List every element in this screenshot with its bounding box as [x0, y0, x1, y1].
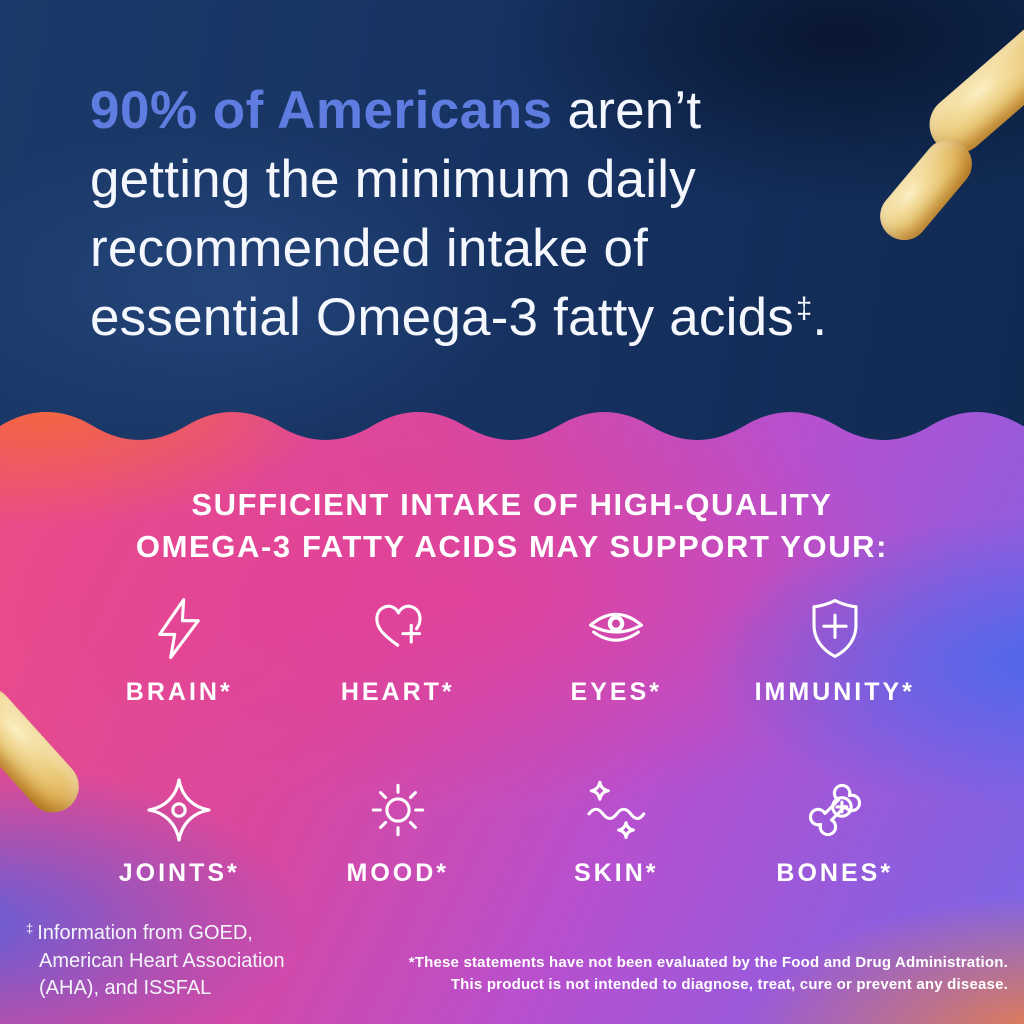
disclaimer-line-1: *These statements have not been evaluate… — [408, 954, 1008, 971]
footnote-line-2: American Heart Association — [39, 950, 285, 972]
benefit-label: BONES* — [776, 859, 894, 887]
disclaimer-line-2: This product is not intended to diagnose… — [450, 976, 1008, 993]
heart-plus-icon — [361, 590, 435, 668]
benefit-label: IMMUNITY* — [754, 678, 915, 706]
headline-line-4-period: . — [812, 288, 828, 347]
headline-accent: 90% of Americans — [90, 81, 553, 140]
shield-plus-icon — [798, 590, 872, 668]
benefit-item-immunity: IMMUNITY* — [726, 590, 945, 707]
double-dagger-footnote-mark: ‡ — [795, 293, 813, 325]
eye-icon — [574, 590, 658, 668]
headline-line-1-rest: aren’t — [552, 81, 702, 140]
benefit-label: EYES* — [570, 678, 662, 706]
footnote: ‡ Information from GOED, American Heart A… — [26, 920, 285, 1002]
benefit-label: SKIN* — [574, 859, 659, 887]
benefit-item-bones: BONES* — [726, 771, 945, 888]
fda-disclaimer: *These statements have not been evaluate… — [409, 952, 1008, 996]
heading-line-1: SUFFICIENT INTAKE OF HIGH-QUALITY — [191, 487, 833, 522]
benefit-label: JOINTS* — [118, 859, 240, 887]
hero-section: 90% of Americans aren’t getting the mini… — [0, 0, 1024, 460]
benefit-label: MOOD* — [346, 859, 449, 887]
benefit-grid: BRAIN* HEART* — [70, 590, 944, 888]
section-heading: SUFFICIENT INTAKE OF HIGH-QUALITY OMEGA-… — [0, 484, 1024, 568]
headline-line-4: essential Omega-3 fatty acids‡. — [90, 283, 827, 361]
headline-line-4-text: essential Omega-3 fatty acids — [90, 288, 794, 347]
benefit-item-eyes: EYES* — [507, 590, 726, 707]
headline: 90% of Americans aren’t getting the mini… — [90, 76, 827, 361]
double-dagger-footnote-mark: ‡ — [26, 921, 34, 936]
benefit-label: BRAIN* — [125, 678, 233, 706]
wave-sparkle-icon — [579, 771, 653, 849]
headline-line-2: getting the minimum daily — [90, 150, 696, 209]
headline-line-1: 90% of Americans aren’t — [90, 76, 827, 145]
footnote-line-1: ‡ Information from GOED, — [26, 920, 285, 948]
bone-plus-icon — [798, 771, 872, 849]
sparkle-star-icon — [142, 771, 216, 849]
benefit-item-mood: MOOD* — [289, 771, 508, 888]
sun-icon — [361, 771, 435, 849]
benefit-item-joints: JOINTS* — [70, 771, 289, 888]
headline-line-3: recommended intake of — [90, 219, 649, 278]
benefit-item-heart: HEART* — [289, 590, 508, 707]
heading-line-2: OMEGA-3 FATTY ACIDS MAY SUPPORT YOUR: — [135, 529, 889, 564]
lightning-bolt-icon — [142, 590, 216, 668]
footnote-line-1-text: Information from GOED, — [37, 922, 253, 944]
benefits-section: SUFFICIENT INTAKE OF HIGH-QUALITY OMEGA-… — [0, 400, 1024, 1024]
footnote-line-3: (AHA), and ISSFAL — [39, 977, 212, 999]
benefit-item-brain: BRAIN* — [70, 590, 289, 707]
benefit-label: HEART* — [340, 678, 455, 706]
benefit-item-skin: SKIN* — [507, 771, 726, 888]
